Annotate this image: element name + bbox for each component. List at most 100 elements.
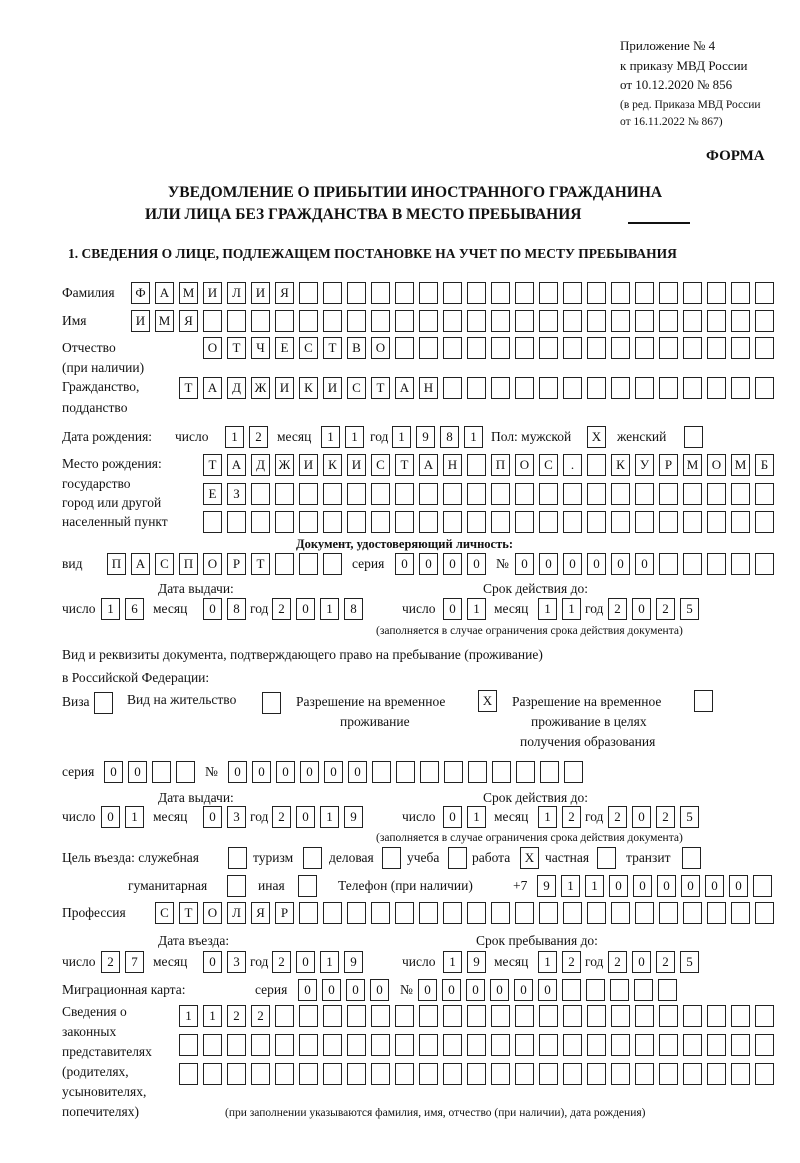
char-box[interactable] bbox=[323, 1034, 342, 1056]
char-box[interactable]: К bbox=[611, 454, 630, 476]
checkbox[interactable] bbox=[448, 847, 467, 869]
char-box[interactable] bbox=[611, 902, 630, 924]
char-box[interactable] bbox=[731, 282, 750, 304]
char-box[interactable] bbox=[683, 1063, 702, 1085]
char-box[interactable]: 9 bbox=[344, 951, 363, 973]
char-box[interactable]: Л bbox=[227, 902, 246, 924]
char-box[interactable] bbox=[635, 1034, 654, 1056]
char-box[interactable]: Д bbox=[227, 377, 246, 399]
char-box[interactable]: 0 bbox=[587, 553, 606, 575]
char-box[interactable]: 0 bbox=[443, 598, 462, 620]
birthplace-row-3[interactable] bbox=[203, 511, 774, 533]
char-box[interactable]: 0 bbox=[443, 553, 462, 575]
char-box[interactable]: Л bbox=[227, 282, 246, 304]
char-box[interactable]: 2 bbox=[608, 951, 627, 973]
char-box[interactable] bbox=[635, 310, 654, 332]
purpose-transit-checkbox[interactable] bbox=[682, 847, 701, 869]
char-box[interactable] bbox=[564, 761, 583, 783]
char-box[interactable] bbox=[275, 1034, 294, 1056]
char-box[interactable] bbox=[467, 337, 486, 359]
char-box[interactable] bbox=[539, 483, 558, 505]
char-box[interactable]: 0 bbox=[228, 761, 247, 783]
char-box[interactable]: 3 bbox=[227, 951, 246, 973]
char-box[interactable]: 0 bbox=[538, 979, 557, 1001]
char-box[interactable] bbox=[395, 1063, 414, 1085]
char-box[interactable]: Т bbox=[203, 454, 222, 476]
char-box[interactable]: 6 bbox=[125, 598, 144, 620]
char-box[interactable]: 1 bbox=[562, 598, 581, 620]
char-box[interactable] bbox=[563, 1034, 582, 1056]
char-box[interactable] bbox=[587, 337, 606, 359]
char-box[interactable] bbox=[467, 377, 486, 399]
char-box[interactable]: 2 bbox=[608, 806, 627, 828]
char-box[interactable] bbox=[539, 282, 558, 304]
char-box[interactable] bbox=[323, 483, 342, 505]
char-box[interactable] bbox=[562, 979, 581, 1001]
char-box[interactable]: Н bbox=[443, 454, 462, 476]
char-box[interactable] bbox=[563, 310, 582, 332]
char-box[interactable]: 2 bbox=[562, 951, 581, 973]
char-box[interactable]: 2 bbox=[249, 426, 268, 448]
char-box[interactable]: К bbox=[323, 454, 342, 476]
checkbox[interactable] bbox=[94, 692, 113, 714]
char-box[interactable]: 0 bbox=[632, 598, 651, 620]
char-box[interactable] bbox=[635, 282, 654, 304]
char-box[interactable] bbox=[467, 310, 486, 332]
char-box[interactable] bbox=[227, 1034, 246, 1056]
checkbox[interactable] bbox=[298, 875, 317, 897]
char-box[interactable] bbox=[467, 1005, 486, 1027]
char-box[interactable] bbox=[539, 1034, 558, 1056]
char-box[interactable] bbox=[395, 310, 414, 332]
char-box[interactable]: Е bbox=[275, 337, 294, 359]
char-box[interactable] bbox=[347, 310, 366, 332]
char-box[interactable] bbox=[203, 511, 222, 533]
char-box[interactable]: М bbox=[155, 310, 174, 332]
char-box[interactable] bbox=[539, 902, 558, 924]
char-box[interactable] bbox=[587, 1034, 606, 1056]
char-box[interactable]: 0 bbox=[370, 979, 389, 1001]
char-box[interactable] bbox=[563, 282, 582, 304]
char-box[interactable]: 0 bbox=[418, 979, 437, 1001]
char-box[interactable] bbox=[515, 1063, 534, 1085]
char-box[interactable]: И bbox=[131, 310, 150, 332]
char-box[interactable] bbox=[707, 377, 726, 399]
char-box[interactable] bbox=[731, 1063, 750, 1085]
char-box[interactable]: 1 bbox=[225, 426, 244, 448]
char-box[interactable] bbox=[395, 1034, 414, 1056]
char-box[interactable] bbox=[587, 310, 606, 332]
char-box[interactable] bbox=[467, 454, 486, 476]
char-box[interactable] bbox=[659, 511, 678, 533]
char-box[interactable] bbox=[635, 1005, 654, 1027]
purpose-private-checkbox[interactable] bbox=[597, 847, 616, 869]
char-box[interactable] bbox=[419, 310, 438, 332]
char-box[interactable]: 0 bbox=[539, 553, 558, 575]
char-box[interactable] bbox=[753, 875, 772, 897]
char-box[interactable]: Ф bbox=[131, 282, 150, 304]
char-box[interactable]: О bbox=[203, 553, 222, 575]
char-box[interactable]: 0 bbox=[657, 875, 676, 897]
char-box[interactable]: И bbox=[299, 454, 318, 476]
char-box[interactable]: Т bbox=[371, 377, 390, 399]
char-box[interactable] bbox=[515, 483, 534, 505]
char-box[interactable] bbox=[491, 377, 510, 399]
checkbox[interactable] bbox=[227, 875, 246, 897]
char-box[interactable] bbox=[707, 1063, 726, 1085]
char-box[interactable] bbox=[611, 1063, 630, 1085]
char-box[interactable] bbox=[707, 511, 726, 533]
char-box[interactable] bbox=[587, 902, 606, 924]
char-box[interactable] bbox=[586, 979, 605, 1001]
char-box[interactable] bbox=[203, 1063, 222, 1085]
char-box[interactable] bbox=[323, 511, 342, 533]
char-box[interactable] bbox=[587, 454, 606, 476]
char-box[interactable]: А bbox=[419, 454, 438, 476]
char-box[interactable]: С bbox=[155, 553, 174, 575]
